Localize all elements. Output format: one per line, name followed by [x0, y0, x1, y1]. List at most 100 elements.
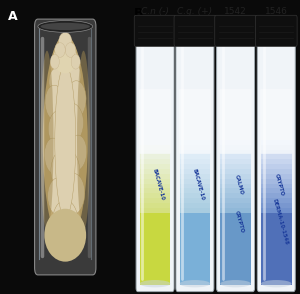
Bar [180, 188, 210, 193]
Bar [261, 208, 292, 213]
Ellipse shape [55, 65, 76, 218]
Bar [261, 173, 292, 179]
Bar [261, 241, 292, 246]
Bar [140, 236, 170, 242]
Text: 1546: 1546 [265, 7, 288, 16]
Ellipse shape [49, 68, 66, 97]
Text: BACAVE-10: BACAVE-10 [192, 168, 205, 201]
FancyBboxPatch shape [139, 89, 171, 154]
Bar [180, 198, 210, 203]
Bar [140, 241, 170, 246]
FancyBboxPatch shape [176, 38, 214, 292]
Bar [261, 169, 292, 174]
Bar [261, 261, 292, 266]
Text: CALMO: CALMO [234, 174, 244, 195]
Bar [180, 169, 210, 174]
Bar [220, 164, 251, 169]
Text: C.g. (+): C.g. (+) [177, 7, 212, 16]
Bar [220, 212, 251, 217]
Bar [261, 236, 292, 242]
Ellipse shape [48, 178, 70, 216]
Ellipse shape [43, 35, 88, 247]
FancyBboxPatch shape [260, 89, 292, 154]
Bar [220, 236, 251, 242]
Bar [220, 154, 251, 159]
Bar [261, 251, 292, 256]
FancyBboxPatch shape [34, 19, 96, 275]
Bar [261, 178, 292, 183]
Bar [220, 246, 251, 251]
Bar [180, 246, 210, 251]
Ellipse shape [77, 51, 90, 232]
Bar [261, 280, 292, 285]
Bar [140, 140, 170, 145]
Bar [140, 208, 170, 213]
Ellipse shape [59, 32, 72, 50]
Bar [180, 256, 210, 261]
Bar [220, 140, 251, 145]
Ellipse shape [63, 62, 81, 91]
Bar [140, 217, 170, 222]
Bar [140, 203, 170, 208]
Bar [180, 265, 210, 271]
Bar [140, 188, 170, 193]
Bar [220, 149, 251, 154]
FancyBboxPatch shape [257, 38, 295, 292]
Bar [261, 246, 292, 251]
FancyBboxPatch shape [215, 15, 256, 46]
Bar [180, 261, 210, 266]
Bar [180, 280, 210, 285]
Bar [180, 154, 210, 159]
Bar [220, 261, 251, 266]
FancyBboxPatch shape [179, 89, 211, 154]
Ellipse shape [65, 43, 76, 57]
Bar [261, 222, 292, 227]
Ellipse shape [65, 81, 86, 119]
Bar [140, 154, 170, 159]
Bar [220, 193, 251, 198]
Bar [180, 212, 210, 217]
Bar [261, 193, 292, 198]
FancyBboxPatch shape [136, 38, 174, 292]
Bar [180, 203, 210, 208]
Bar [220, 241, 251, 246]
Bar [180, 222, 210, 227]
Bar [140, 261, 170, 266]
FancyBboxPatch shape [134, 15, 176, 46]
Ellipse shape [40, 23, 90, 30]
Bar [220, 227, 251, 232]
Bar [220, 270, 251, 275]
Bar [140, 256, 170, 261]
Bar [261, 232, 292, 237]
Bar [261, 154, 292, 159]
Bar [140, 164, 170, 169]
Ellipse shape [53, 41, 77, 76]
Bar [180, 193, 210, 198]
FancyBboxPatch shape [174, 15, 216, 46]
Bar [220, 198, 251, 203]
Bar [140, 173, 170, 179]
Bar [140, 227, 170, 232]
Ellipse shape [220, 280, 251, 288]
Bar [261, 144, 292, 150]
Bar [140, 232, 170, 237]
Bar [180, 208, 210, 213]
Ellipse shape [67, 135, 87, 171]
Bar [261, 270, 292, 275]
Ellipse shape [50, 54, 59, 69]
Bar [261, 198, 292, 203]
Ellipse shape [44, 138, 63, 173]
Bar [140, 251, 170, 256]
Bar [261, 140, 292, 145]
Bar [220, 280, 251, 285]
Ellipse shape [61, 173, 85, 215]
Bar [261, 256, 292, 261]
Ellipse shape [44, 209, 86, 262]
Bar [140, 144, 170, 150]
Bar [220, 183, 251, 188]
Ellipse shape [48, 110, 72, 148]
Bar [140, 212, 170, 217]
Bar [180, 183, 210, 188]
Text: B: B [134, 7, 143, 20]
Bar [180, 227, 210, 232]
